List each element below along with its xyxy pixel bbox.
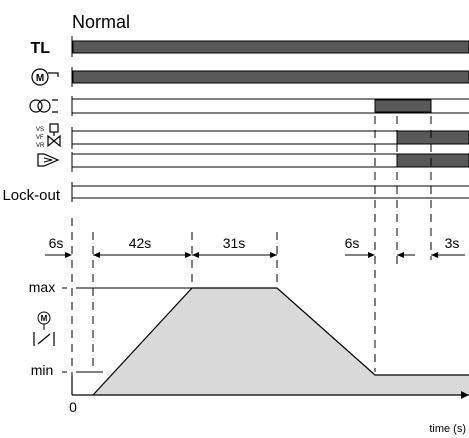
duration-arrows [45,252,465,258]
graph-x-arrow [461,391,469,399]
duration-label-6s-right: 6s [345,235,360,251]
valve-sublabel-vr: VR [36,143,45,149]
duration-label-42s: 42s [129,235,152,251]
row-label-lockout: Lock-out [2,187,60,204]
duration-label-6s-left: 6s [49,235,64,251]
diagram-title: Normal [72,12,130,32]
graph-x-axis-label: time (s) [429,423,466,435]
row-valve-bar [396,130,469,145]
row-transformer-bar [374,99,432,113]
duration-label-3s: 3s [445,235,460,251]
row-label-tl: TL [30,40,50,57]
flame-icon [37,153,60,167]
valve-sublabel-vs: VS [36,127,44,133]
svg-text:M: M [36,73,44,84]
valve-icon: VS VF VR [36,123,61,149]
graph-min-label: min [31,362,54,378]
row-tl-bar [72,40,469,54]
row-motor-bar [72,70,469,84]
damper-position-line [92,287,469,396]
duration-label-31s: 31s [223,235,246,251]
graph-zero-label: 0 [69,399,77,415]
graph-max-label: max [29,279,55,295]
row-flame-bar [396,153,469,168]
damper-motor-icon: M [33,311,55,346]
svg-text:M: M [41,314,48,323]
damper-position-area [93,288,469,395]
motor-m-icon: M [31,68,59,86]
transformer-icon [29,99,58,113]
dashed-guides [71,116,432,395]
valve-sublabel-vf: VF [36,135,44,141]
